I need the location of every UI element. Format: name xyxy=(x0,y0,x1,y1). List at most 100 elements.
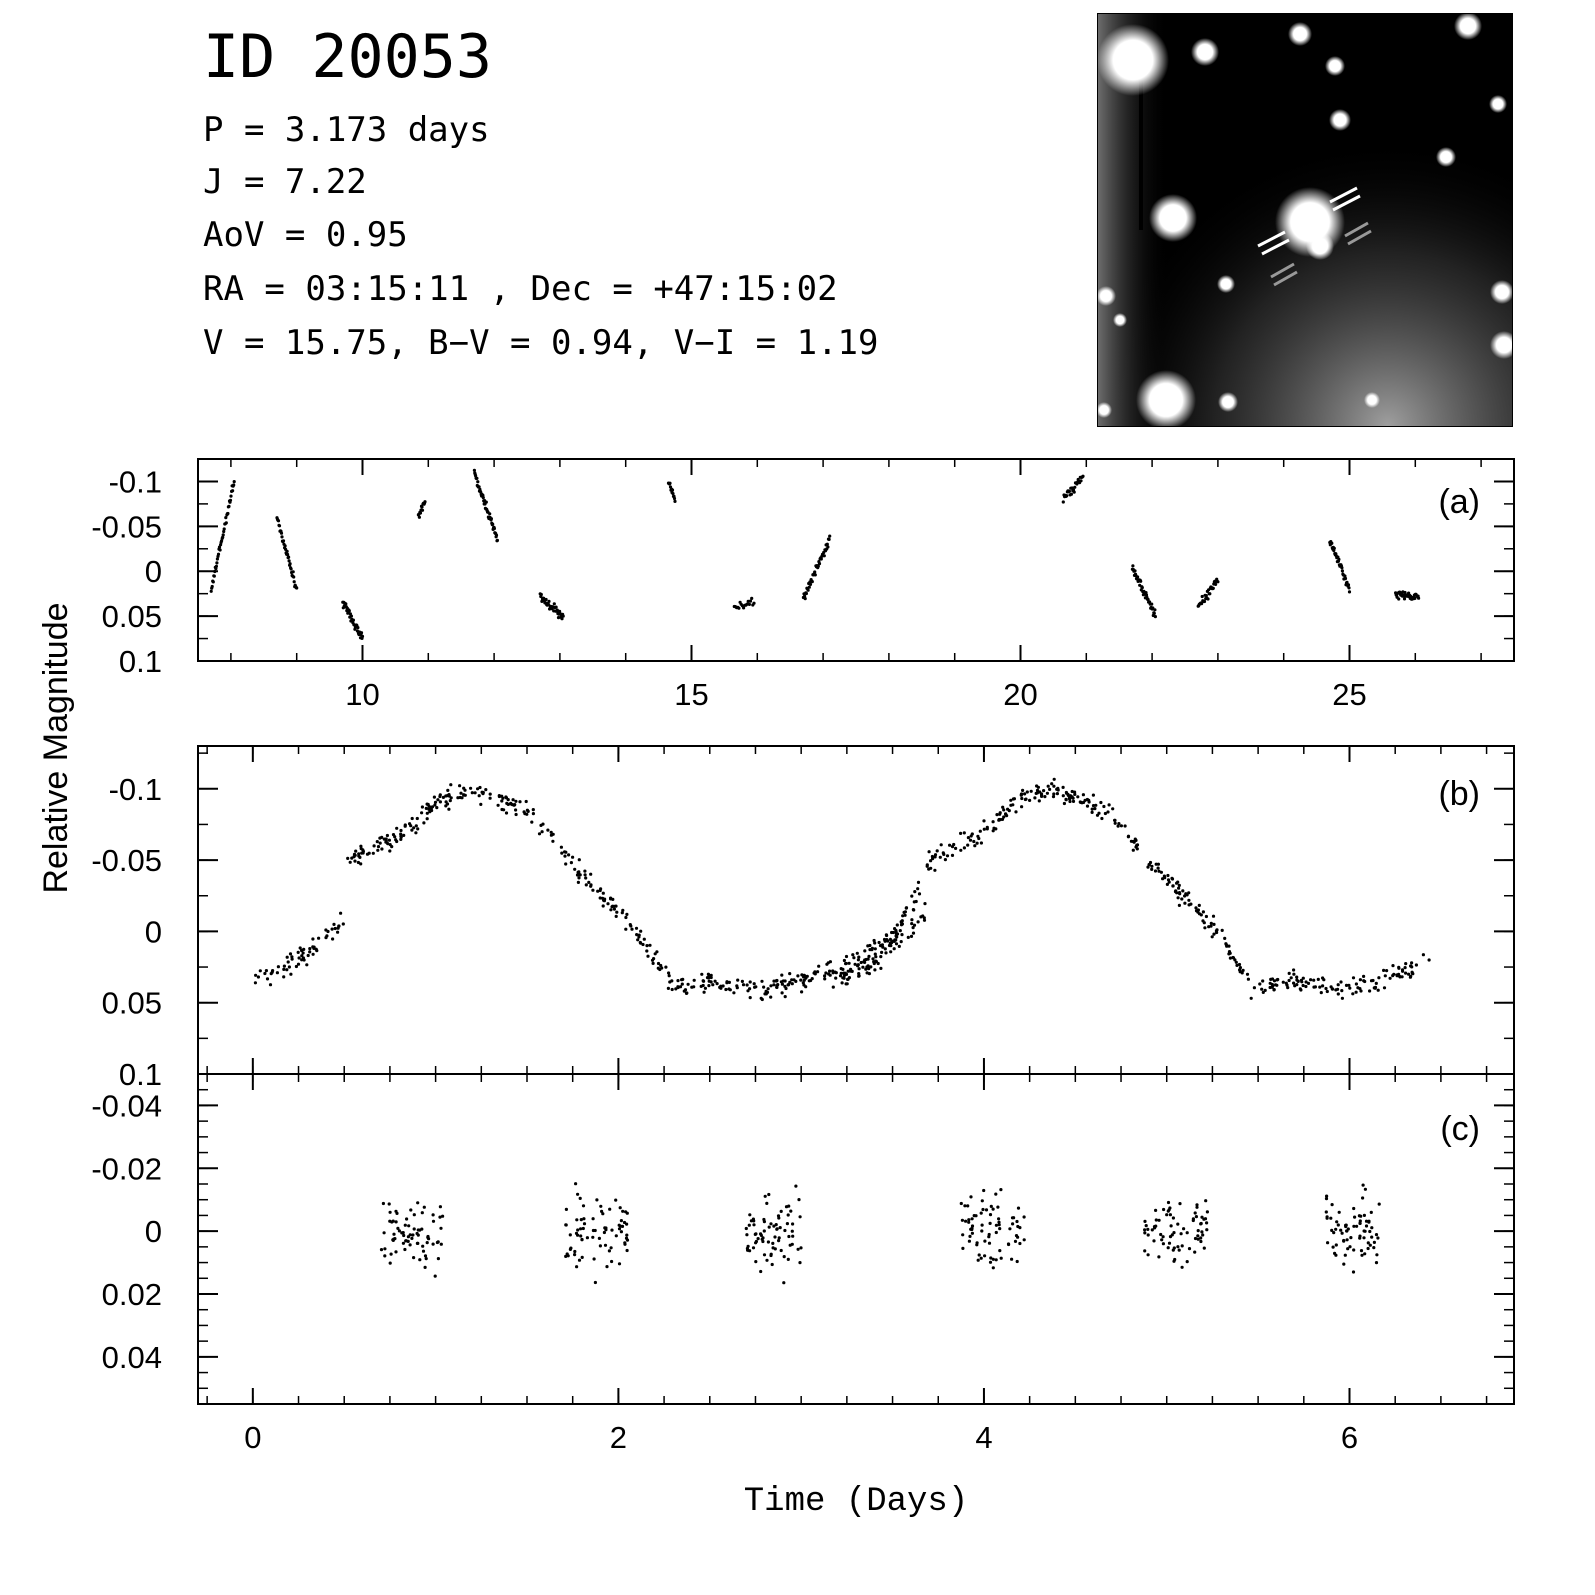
data-point xyxy=(387,838,391,842)
data-point xyxy=(1156,866,1160,870)
data-point xyxy=(565,1252,569,1256)
data-point xyxy=(803,594,807,598)
data-point xyxy=(673,499,677,503)
data-point xyxy=(625,1238,630,1242)
data-point xyxy=(1344,983,1349,988)
data-point xyxy=(222,527,226,531)
data-point xyxy=(823,974,827,978)
data-point xyxy=(348,860,352,864)
y-tick-label: -0.02 xyxy=(91,1151,162,1186)
data-point xyxy=(676,985,680,989)
data-point xyxy=(414,831,418,835)
data-point xyxy=(1385,969,1389,973)
x-axis-label: Time (Days) xyxy=(744,1483,968,1521)
data-point xyxy=(522,810,526,814)
data-point xyxy=(581,1226,585,1231)
data-point xyxy=(773,1235,777,1239)
data-point xyxy=(430,805,435,809)
data-point xyxy=(1202,1246,1206,1250)
data-point xyxy=(634,926,639,930)
data-point xyxy=(817,562,822,566)
data-point xyxy=(1214,929,1218,933)
y-tick-label: -0.1 xyxy=(109,464,162,499)
data-point xyxy=(420,811,424,815)
data-point xyxy=(741,983,746,987)
data-point xyxy=(1113,821,1117,825)
data-point xyxy=(1304,984,1308,989)
data-point xyxy=(459,791,463,795)
y-tick-label: 0.05 xyxy=(102,986,162,1021)
data-point xyxy=(1043,795,1047,799)
data-point xyxy=(1116,824,1120,828)
data-point xyxy=(747,1223,751,1227)
data-point xyxy=(942,852,946,857)
data-point xyxy=(751,1246,756,1250)
data-point xyxy=(554,605,558,609)
data-point xyxy=(628,923,632,927)
data-point xyxy=(740,979,745,984)
data-point xyxy=(1325,989,1329,994)
data-point xyxy=(1012,797,1017,801)
data-point xyxy=(667,971,671,975)
data-point xyxy=(994,1192,998,1196)
data-point xyxy=(489,517,493,521)
data-point xyxy=(1263,988,1267,993)
data-point xyxy=(1252,986,1256,990)
data-point xyxy=(988,1260,993,1264)
data-point xyxy=(258,969,262,973)
data-point xyxy=(839,971,843,975)
data-point xyxy=(479,802,483,807)
data-point xyxy=(645,944,649,948)
data-point xyxy=(1194,906,1198,910)
data-point xyxy=(568,1247,573,1251)
data-point xyxy=(1228,956,1232,960)
data-point xyxy=(772,979,776,983)
data-point xyxy=(972,1214,976,1218)
data-point xyxy=(997,1220,1001,1224)
data-point xyxy=(779,1248,783,1253)
data-point xyxy=(807,585,811,589)
data-point xyxy=(997,1223,1001,1227)
data-point xyxy=(1377,976,1381,980)
data-point xyxy=(899,920,903,924)
data-point xyxy=(621,1209,625,1213)
data-point xyxy=(546,828,550,832)
data-point xyxy=(997,1217,1001,1221)
data-point xyxy=(1329,1216,1333,1220)
data-point xyxy=(1143,1249,1147,1253)
data-point xyxy=(873,968,877,972)
data-point xyxy=(1276,977,1280,982)
data-point xyxy=(506,802,510,807)
data-point xyxy=(1117,822,1121,826)
data-point xyxy=(969,1227,973,1231)
data-point xyxy=(531,812,536,816)
data-point xyxy=(933,868,937,872)
data-point xyxy=(582,1217,586,1221)
data-point xyxy=(744,1226,748,1231)
data-point xyxy=(1359,1214,1363,1218)
data-point xyxy=(715,982,719,986)
data-point xyxy=(397,1229,401,1233)
data-point xyxy=(1339,1228,1343,1232)
data-point xyxy=(1261,979,1265,983)
data-point xyxy=(381,1201,385,1206)
data-point xyxy=(1337,1210,1341,1214)
data-point xyxy=(1409,964,1413,968)
data-point xyxy=(1050,782,1054,786)
data-point xyxy=(707,984,711,988)
data-point xyxy=(822,554,826,558)
data-point xyxy=(742,606,746,610)
data-point xyxy=(1178,1202,1182,1206)
data-point xyxy=(217,545,222,549)
data-point xyxy=(1146,1253,1150,1257)
data-point xyxy=(749,1219,754,1223)
data-point xyxy=(790,978,794,982)
data-point xyxy=(707,976,711,980)
data-point xyxy=(611,904,615,908)
data-point xyxy=(966,1204,970,1208)
data-point xyxy=(1193,1250,1197,1254)
data-point xyxy=(683,988,688,992)
data-point xyxy=(359,862,363,866)
data-point xyxy=(879,966,883,971)
data-point xyxy=(1209,921,1213,925)
